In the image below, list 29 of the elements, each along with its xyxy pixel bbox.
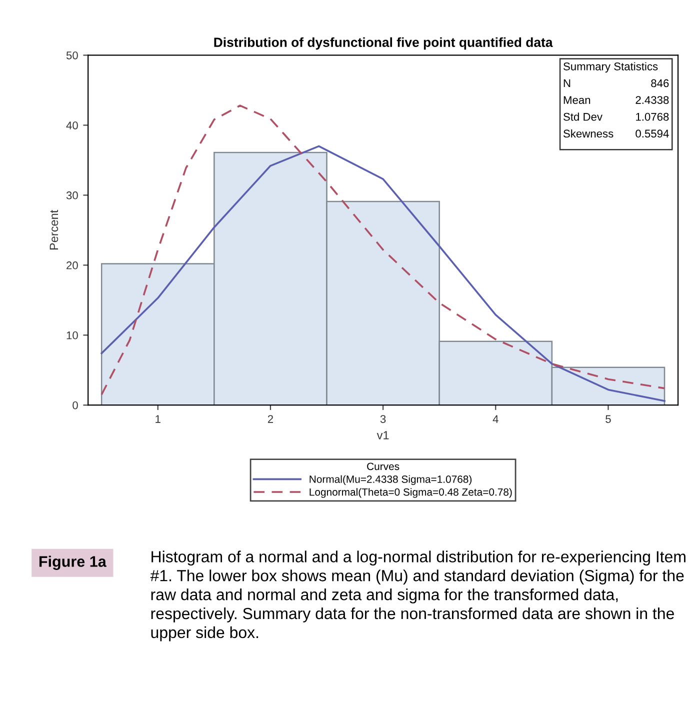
caption: Figure 1a <box>39 556 106 570</box>
y-tick-label: 10 <box>66 331 78 340</box>
x-tick-label: 4 <box>492 415 498 423</box>
annotation: 2.4338 <box>636 96 669 104</box>
x-tick-label: 3 <box>380 415 386 423</box>
legend-title: Curves <box>367 462 400 470</box>
line-series <box>100 145 666 402</box>
y-tick-label: 20 <box>66 261 78 270</box>
y-tick-label: 50 <box>66 51 78 60</box>
annotation: Summary Statistics <box>563 62 658 73</box>
x-tick-label: 1 <box>156 415 160 423</box>
annotation: 0.5594 <box>636 130 669 138</box>
annotation: Skewness <box>563 129 614 138</box>
y-tick-label: 30 <box>66 191 78 200</box>
x-tick-label: 2 <box>268 415 273 423</box>
annotation: Mean <box>564 96 590 104</box>
y-tick-label: 0 <box>72 401 78 410</box>
y-tick-label: 40 <box>66 121 78 130</box>
annotation: 1.0768 <box>636 112 669 121</box>
x-axis-title: v1 <box>376 431 389 440</box>
annotation: 846 <box>651 79 669 88</box>
annotation: Std Dev <box>563 112 602 121</box>
x-tick-label: 5 <box>606 415 611 423</box>
legend-label: Normal(Mu=2.4338 Sigma=1.0768) <box>310 475 472 485</box>
text: Histogram of a normal and a log-normal distribution for re-experiencing Item #1. The lower box shows mean (Mu) and standard deviation (Sigma) for the raw data and normal and zeta and sigma for the transformed data, respectively. Summary data for the non-transformed data are shown in the upper side box. <box>150 550 686 642</box>
legend-label: Lognormal(Theta=0 Sigma=0.48 Zeta=0.78) <box>310 488 512 498</box>
annotation: N <box>564 79 570 88</box>
y-axis-title: Percent <box>50 210 58 250</box>
chart-title: Distribution of dysfunctional five point quantified data <box>214 37 553 50</box>
